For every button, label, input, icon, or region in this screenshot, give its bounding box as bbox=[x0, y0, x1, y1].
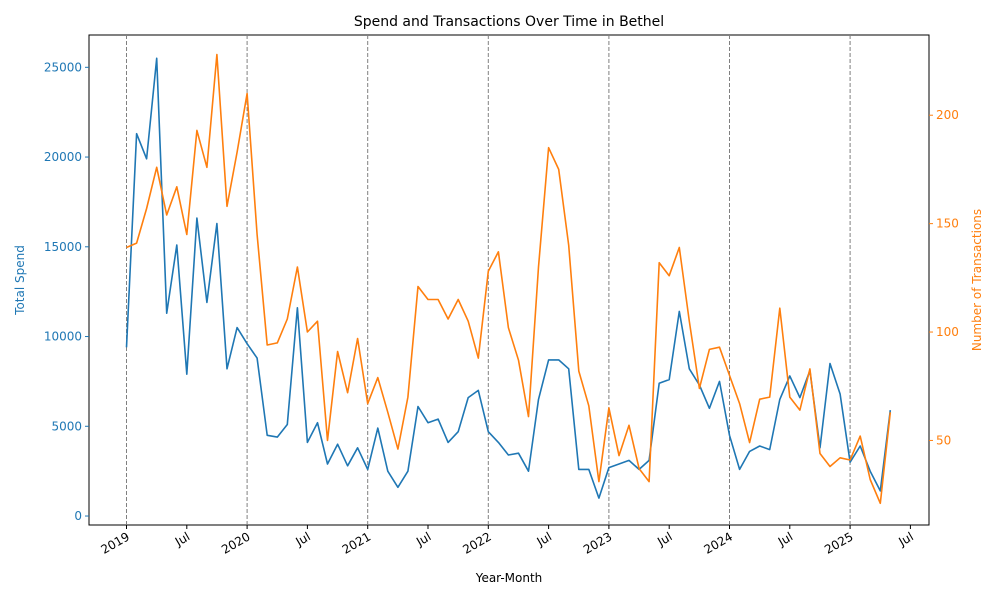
right-tick-label: 150 bbox=[936, 217, 959, 231]
right-axis-title: Number of Transactions bbox=[970, 209, 984, 351]
right-tick-label: 200 bbox=[936, 108, 959, 122]
right-tick-label: 100 bbox=[936, 325, 959, 339]
left-axis-title: Total Spend bbox=[13, 245, 27, 316]
x-tick-label-month: Jul bbox=[895, 529, 915, 549]
x-tick-label-year: 2019 bbox=[99, 529, 132, 556]
x-tick-label-year: 2023 bbox=[581, 529, 614, 556]
x-tick-label-month: Jul bbox=[413, 529, 433, 549]
left-tick-label: 15000 bbox=[44, 240, 82, 254]
x-tick-label-year: 2022 bbox=[460, 529, 493, 556]
year-boundary-lines bbox=[126, 35, 851, 525]
x-tick-label-year: 2024 bbox=[702, 529, 735, 556]
left-tick-label: 10000 bbox=[44, 330, 82, 344]
series-line-transactions bbox=[126, 53, 892, 505]
chart-title: Spend and Transactions Over Time in Beth… bbox=[354, 14, 664, 30]
right-tick-label: 50 bbox=[936, 433, 951, 447]
x-tick-label-year: 2021 bbox=[340, 529, 373, 556]
x-tick-label-month: Jul bbox=[775, 529, 795, 549]
right-axis-ticks: 50 100 150 200 bbox=[929, 108, 959, 447]
x-axis-title: Year-Month bbox=[475, 571, 543, 585]
left-tick-label: 20000 bbox=[44, 150, 82, 164]
left-tick-label: 5000 bbox=[51, 419, 82, 433]
left-tick-label: 0 bbox=[74, 509, 82, 523]
x-tick-label-month: Jul bbox=[654, 529, 674, 549]
series-layer bbox=[125, 53, 892, 505]
left-axis-ticks: 0 5000 10000 15000 20000 25000 bbox=[44, 60, 89, 523]
plot-area bbox=[88, 34, 930, 526]
x-tick-label-month: Jul bbox=[172, 529, 192, 549]
x-tick-label-year: 2025 bbox=[822, 529, 855, 556]
x-axis-ticks: 2019 Jul 2020 Jul 2021 Jul 2022 Jul 2023 Jul 2024 J… bbox=[99, 525, 916, 557]
x-tick-label-year: 2020 bbox=[219, 529, 252, 556]
x-tick-label-month: Jul bbox=[534, 529, 554, 549]
left-tick-label: 25000 bbox=[44, 60, 82, 74]
series-line-total-spend bbox=[125, 57, 892, 499]
x-tick-label-month: Jul bbox=[292, 529, 312, 549]
